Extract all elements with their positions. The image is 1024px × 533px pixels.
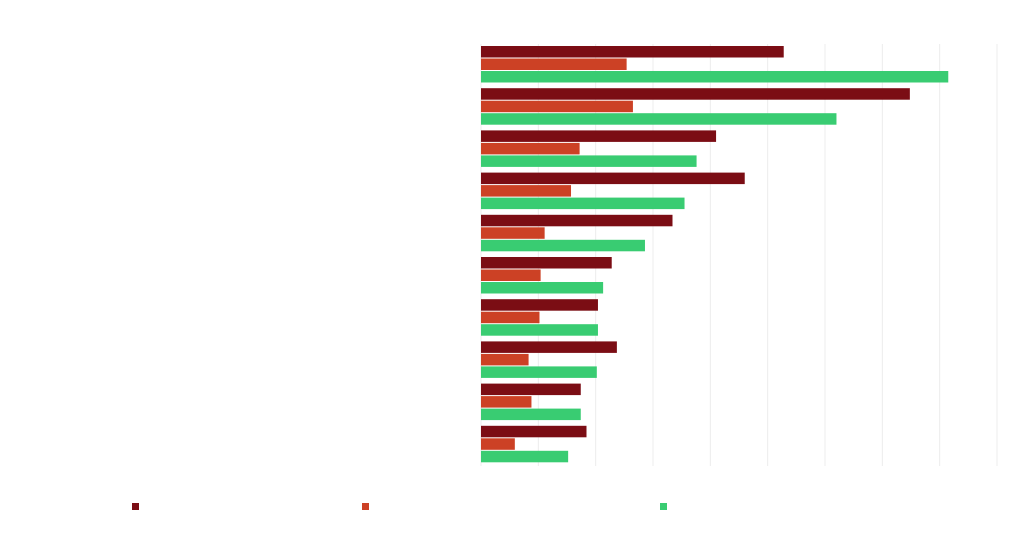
bar	[481, 353, 529, 366]
bar	[481, 396, 532, 408]
bar	[481, 257, 612, 269]
bar	[481, 366, 597, 378]
bar	[481, 239, 645, 252]
bar	[481, 341, 617, 353]
bar	[481, 142, 580, 155]
bar	[481, 113, 837, 125]
bars	[481, 46, 949, 463]
bar	[481, 58, 627, 70]
bar	[481, 130, 717, 142]
bar	[481, 282, 604, 294]
bar	[481, 324, 598, 336]
legend-item	[132, 503, 147, 510]
bar	[481, 155, 697, 167]
legend-item	[362, 503, 377, 510]
legend	[0, 503, 1024, 519]
legend-swatch	[132, 503, 139, 510]
bar	[481, 185, 572, 197]
bar	[481, 269, 541, 281]
bar	[481, 408, 581, 421]
legend-item	[660, 503, 675, 510]
bar	[481, 100, 633, 113]
bar	[481, 383, 581, 396]
bar	[481, 71, 949, 83]
bar	[481, 311, 540, 324]
bar	[481, 172, 745, 185]
bar	[481, 214, 673, 227]
bar	[481, 197, 685, 210]
bar	[481, 88, 910, 100]
bar	[481, 425, 587, 438]
bar	[481, 450, 569, 463]
bar	[481, 46, 784, 58]
legend-swatch	[660, 503, 667, 510]
bar	[481, 227, 545, 239]
bar	[481, 438, 515, 450]
bar	[481, 299, 598, 311]
legend-swatch	[362, 503, 369, 510]
